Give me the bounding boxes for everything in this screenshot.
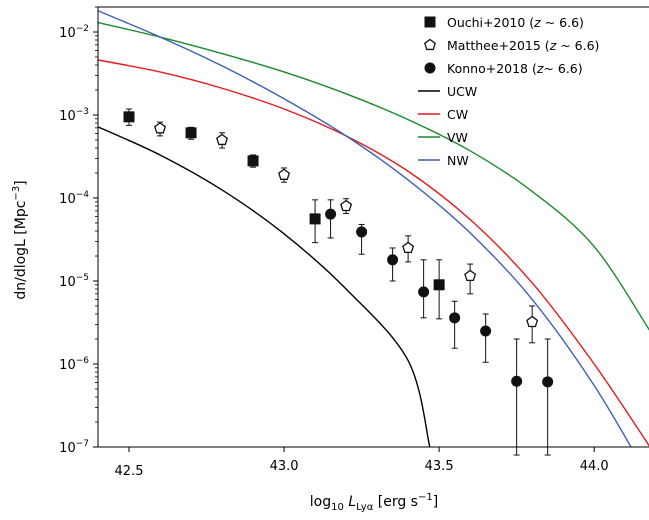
data-point-circle [449, 312, 461, 324]
y-tick-label: 10−5 [59, 273, 89, 290]
data-point-circle [356, 226, 368, 238]
data-point-circle [418, 286, 430, 298]
data-point-circle [480, 325, 492, 337]
data-point-pentagon [340, 199, 353, 212]
data-point-pentagon [464, 269, 477, 282]
y-axis-label: dn/dlogL [Mpc−3] [11, 180, 29, 299]
legend-label: CW [447, 107, 468, 122]
legend-label: VW [447, 130, 468, 145]
legend: Ouchi+2010 (z ~ 6.6) Matthee+2015 (z ~ 6.… [418, 15, 599, 168]
legend-label: Matthee+2015 (z ~ 6.6) [447, 38, 599, 53]
line-cw [98, 59, 649, 447]
x-tick-label: 43.5 [425, 459, 454, 474]
data-point-square [433, 279, 445, 291]
legend-label: Ouchi+2010 (z ~ 6.6) [447, 15, 584, 30]
legend-marker-circle [424, 62, 436, 74]
data-point-pentagon [154, 122, 167, 134]
x-tick-label: 42.5 [115, 464, 144, 479]
y-tick-label: 10−3 [59, 107, 89, 124]
data-point-circle [325, 208, 337, 220]
plot-frame [97, 6, 649, 448]
legend-marker-square [424, 16, 436, 28]
data-points [123, 108, 554, 456]
line-vw [98, 21, 649, 331]
line-nw [98, 10, 632, 447]
data-point-pentagon [278, 168, 291, 180]
data-point-square [247, 155, 259, 167]
data-point-square [309, 213, 321, 225]
x-tick-label: 44.0 [580, 459, 609, 474]
y-tick-label: 10−7 [59, 439, 89, 456]
model-lines [98, 10, 649, 447]
legend-label: Konno+2018 (z~ 6.6) [447, 61, 583, 76]
data-point-square [123, 111, 135, 123]
line-ucw [98, 126, 431, 447]
data-point-square [185, 127, 197, 139]
data-point-pentagon [402, 241, 415, 254]
y-tick-label: 10−6 [59, 356, 89, 373]
legend-marker-pentagon [424, 38, 436, 51]
data-point-circle [387, 254, 399, 266]
data-point-pentagon [526, 315, 539, 328]
y-tick-label: 10−2 [59, 24, 89, 41]
data-point-pentagon [216, 133, 229, 146]
x-axis-label: log10 LLyα [erg s−1] [310, 492, 438, 513]
data-point-circle [511, 375, 523, 387]
legend-label: NW [447, 153, 469, 168]
x-tick-label: 43.0 [270, 459, 299, 474]
data-point-circle [542, 376, 554, 388]
legend-label: UCW [447, 84, 477, 99]
axis-ticks: 42.5 43.0 43.5 44.0 10−7 10−6 10−5 10−4 10−3 10−2 [59, 6, 609, 479]
y-tick-label: 10−4 [59, 190, 89, 207]
